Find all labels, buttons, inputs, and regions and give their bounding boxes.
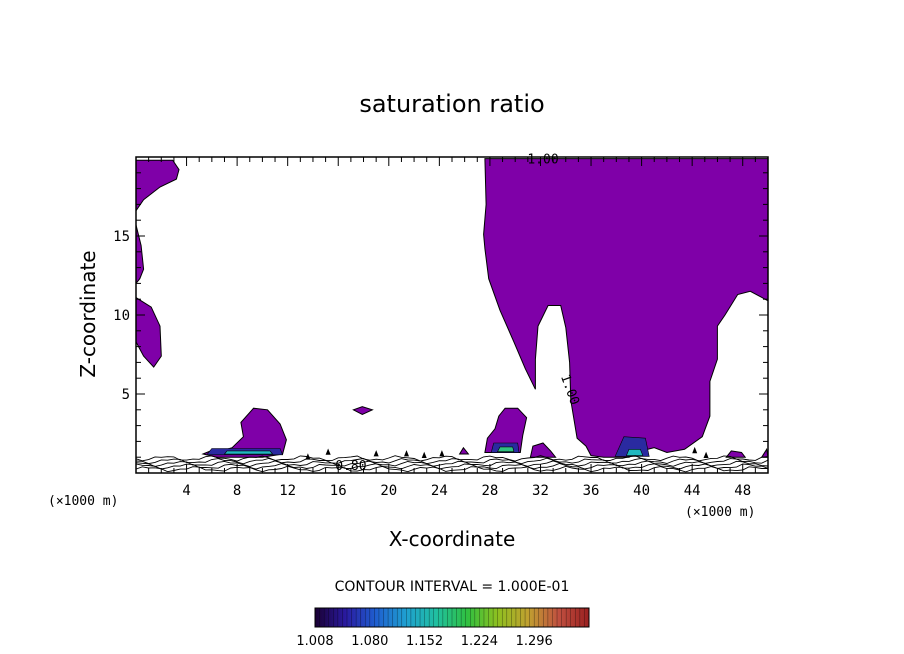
surface-contour-line: [136, 455, 768, 462]
x-tick-label: 44: [684, 483, 701, 499]
colorbar-tick-label: 1.224: [461, 634, 498, 649]
contour-label: 1.00: [527, 153, 558, 168]
small-contour-blob: [439, 450, 445, 457]
x-tick-label: 32: [532, 483, 549, 499]
chart-title: saturation ratio: [359, 90, 544, 118]
contour-region-blob-32k: [529, 442, 557, 458]
contour-region-blob-26k: [458, 446, 470, 455]
x-tick-label: 4: [182, 483, 190, 499]
contour-region-blob-18k: [352, 406, 374, 416]
contour-label: 0.80: [335, 459, 366, 474]
x-tick-label: 20: [380, 483, 397, 499]
contour-region-blob-48k: [725, 450, 747, 458]
small-contour-blob: [404, 450, 409, 457]
small-contour-blob: [305, 453, 311, 460]
x-tick-label: 36: [583, 483, 600, 499]
x-tick-label: 24: [431, 483, 448, 499]
y-axis-label: Z-coordinate: [76, 250, 100, 377]
colorbar-tick-label: 1.152: [406, 634, 443, 649]
contour-region-left-mid-blob: [136, 224, 145, 285]
x-tick-label: 12: [279, 483, 296, 499]
plot-inner: [136, 158, 768, 473]
contour-region-left-low-blob: [136, 297, 162, 368]
small-contour-blob: [421, 451, 427, 458]
y-tick-label: 5: [122, 387, 130, 403]
high-value-patch: [497, 446, 515, 453]
small-contour-blob: [373, 450, 379, 457]
x-unit-label-right: (×1000 m): [685, 505, 755, 520]
contour-region-blob-50k: [760, 447, 768, 458]
high-value-patch: [625, 448, 644, 456]
x-tick-label: 48: [734, 483, 751, 499]
x-unit-label-left: (×1000 m): [48, 494, 118, 509]
x-tick-label: 8: [233, 483, 241, 499]
high-value-patch: [223, 450, 274, 455]
colorbar-tick-label: 1.080: [351, 634, 388, 649]
x-tick-label: 40: [633, 483, 650, 499]
colorbar: 1.008 1.080 1.152 1.224 1.296: [296, 607, 590, 649]
small-contour-blob: [325, 448, 331, 455]
surface-contour-line: [136, 460, 768, 467]
contour-region-left-top-blob: [136, 159, 180, 212]
colorbar-tick-label: 1.296: [516, 634, 553, 649]
y-tick-label: 15: [113, 229, 130, 245]
surface-contour-line: [136, 463, 768, 470]
small-contour-blob: [692, 446, 698, 454]
colorbar-tick-label: 1.008: [296, 634, 333, 649]
contour-region-blob-30k: [484, 407, 528, 453]
x-tick-label: 28: [481, 483, 498, 499]
x-tick-label: 16: [330, 483, 347, 499]
y-tick-label: 10: [113, 308, 130, 324]
contour-interval-label: CONTOUR INTERVAL = 1.000E-01: [335, 579, 570, 595]
small-contour-blob: [703, 451, 709, 458]
contour-region-main-plume: [483, 158, 768, 458]
x-axis-label: X-coordinate: [389, 527, 516, 551]
surface-contour-line: [136, 457, 768, 465]
